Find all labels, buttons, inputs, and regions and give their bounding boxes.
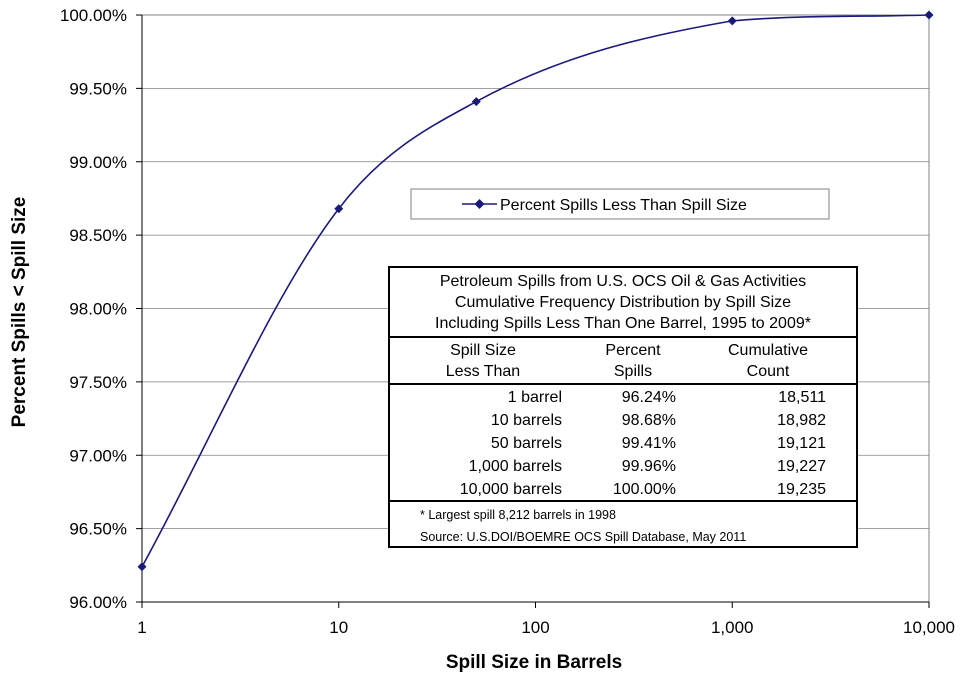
data-point-marker xyxy=(334,204,344,214)
data-point-marker xyxy=(137,562,147,572)
header-percent-spills: Percent Spills xyxy=(605,342,661,380)
data-point-marker xyxy=(471,97,481,107)
y-tick-label: 96.50% xyxy=(69,520,127,539)
table-row: 1,000 barrels 99.96% 19,227 xyxy=(468,458,826,475)
table-title-line: Cumulative Frequency Distribution by Spi… xyxy=(454,294,792,311)
axes xyxy=(136,14,930,608)
header-spill-size: Spill Size Less Than xyxy=(445,342,521,380)
y-tick-label: 99.50% xyxy=(69,79,127,98)
x-tick-label: 100 xyxy=(521,618,549,637)
table-body: 1 barrel 96.24% 18,511 10 barrels 98.68% 18,… xyxy=(390,385,856,502)
y-tick-label: 97.00% xyxy=(69,446,127,465)
series-line xyxy=(141,14,930,568)
y-axis-title: Percent Spills < Spill Size xyxy=(9,197,30,428)
y-tick-label: 96.00% xyxy=(69,593,127,612)
legend-marker xyxy=(474,199,485,209)
y-tick-label: 99.00% xyxy=(69,153,127,172)
table-row: 10,000 barrels 100.00% 19,235 xyxy=(459,481,826,498)
table-title-line: Including Spills Less Than One Barrel, 1… xyxy=(435,315,811,332)
table-title-line: Petroleum Spills from U.S. OCS Oil & Gas… xyxy=(439,273,807,290)
x-tick-label: 1,000 xyxy=(711,618,754,637)
series-markers xyxy=(137,10,934,572)
y-tick-label: 98.00% xyxy=(69,300,127,319)
x-tick-label: 10 xyxy=(329,618,348,637)
data-point-marker xyxy=(924,10,934,20)
table-source: Source: U.S.DOI/BOEMRE OCS Spill Databas… xyxy=(420,530,747,544)
data-point-marker xyxy=(727,16,737,26)
table-row: 1 barrel 96.24% 18,511 xyxy=(507,389,826,406)
legend-label: Percent Spills Less Than Spill Size xyxy=(500,197,747,214)
table-title: Petroleum Spills from U.S. OCS Oil & Gas… xyxy=(390,268,856,338)
legend: Percent Spills Less Than Spill Size xyxy=(410,188,830,220)
spill-summary-table: Petroleum Spills from U.S. OCS Oil & Gas… xyxy=(388,266,858,548)
table-header: Spill Size Less Than Percent Spills Cumula… xyxy=(390,338,856,385)
y-tick-label: 100.00% xyxy=(60,6,127,25)
x-tick-labels: 1 10 100 1,000 10,000 xyxy=(137,618,955,637)
table-row: 50 barrels 99.41% 19,121 xyxy=(490,435,826,452)
x-tick-label: 1 xyxy=(137,618,146,637)
table-footnote: * Largest spill 8,212 barrels in 1998 xyxy=(420,508,616,522)
x-axis-title: Spill Size in Barrels xyxy=(446,652,622,673)
y-tick-labels: 96.00% 96.50% 97.00% 97.50% 98.00% 98.50% 99.0… xyxy=(60,6,127,612)
y-tick-label: 98.50% xyxy=(69,226,127,245)
table-row: 10 barrels 98.68% 18,982 xyxy=(490,412,826,429)
table-notes: * Largest spill 8,212 barrels in 1998 So… xyxy=(390,502,856,548)
x-tick-label: 10,000 xyxy=(903,618,955,637)
header-cumulative-count: Cumulative Count xyxy=(727,342,809,380)
y-tick-label: 97.50% xyxy=(69,373,127,392)
